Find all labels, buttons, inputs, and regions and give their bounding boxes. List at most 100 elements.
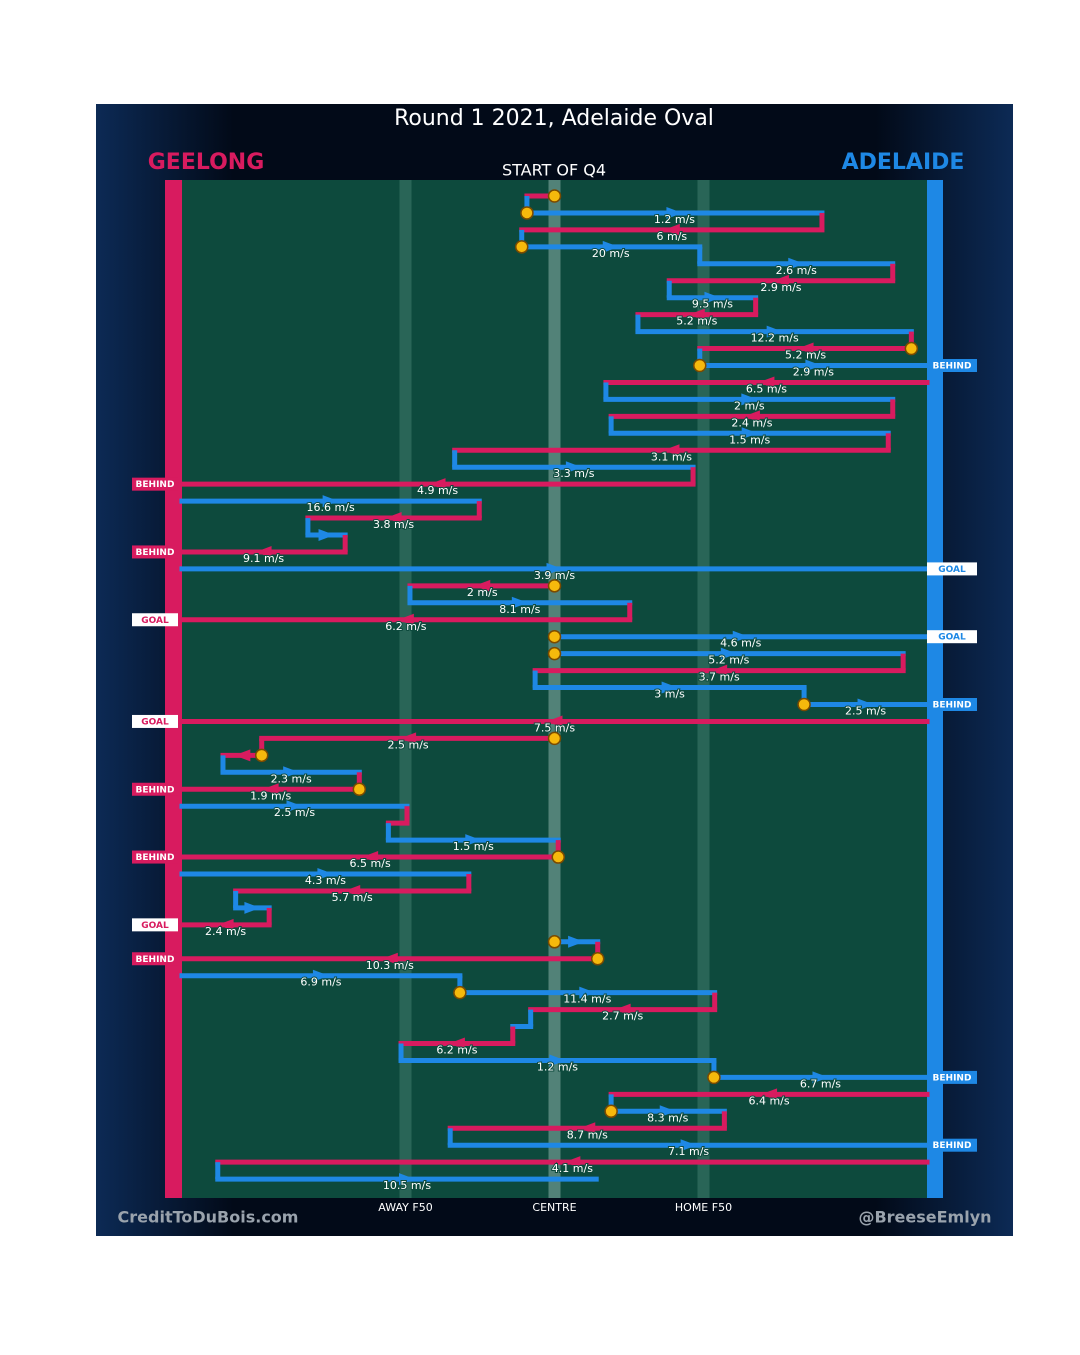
speed-label: 2.4 m/s [731,416,772,429]
speed-label: 4.3 m/s [305,874,346,887]
speed-label: 5.2 m/s [785,349,826,362]
outcome-box [132,918,178,932]
speed-label: 2.5 m/s [388,738,429,751]
stoppage [904,341,919,356]
outcome-box [927,359,977,372]
direction-arrow [448,1037,465,1050]
outcome-box [927,698,977,711]
direction-arrow [743,410,760,423]
speed-label: 2.5 m/s [845,705,886,718]
direction-arrow [234,749,251,762]
outcome-box [132,545,178,559]
outcome-label: BEHIND [136,853,175,863]
speed-label: 6 m/s [657,230,688,243]
direction-arrow [761,1088,778,1101]
direction-arrow [564,1156,581,1169]
direction-arrow [283,766,300,779]
direction-arrow [381,952,398,965]
direction-arrow [286,800,303,813]
speed-label: 6.9 m/s [300,976,341,989]
outcome-label: GOAL [141,921,169,931]
stoppage [547,579,562,593]
outcome-label: GOAL [141,616,169,626]
stoppage [547,731,562,746]
credit: CreditToDuBois.com [118,1208,299,1227]
outcome-box [927,630,977,644]
direction-arrow [398,1173,415,1186]
outcome-box [132,952,178,966]
field-line [399,180,412,1198]
speed-label: 3.1 m/s [651,450,692,463]
subtitle: START OF Q4 [502,161,606,180]
x-tick-label: AWAY F50 [378,1201,432,1214]
x-tick-label: HOME F50 [675,1201,732,1214]
speed-label: 5.2 m/s [708,654,749,667]
speed-label: 8.1 m/s [499,603,540,616]
stoppage [693,358,707,373]
direction-arrow [614,1003,631,1016]
speed-label: 3.3 m/s [553,467,594,480]
stoppage [547,629,562,644]
direction-arrow [579,986,596,999]
direction-arrow [812,1071,829,1084]
stoppage [604,1104,618,1119]
outcome-label: BEHIND [136,955,175,965]
speed-label: 1.2 m/s [537,1060,578,1073]
speed-label: 9.1 m/s [243,552,284,565]
speed-label: 1.5 m/s [729,433,770,446]
speed-label: 12.2 m/s [751,332,799,345]
speed-label: 10.5 m/s [383,1179,431,1192]
geelong-goal-line [165,180,182,1198]
stoppage [547,189,562,203]
outcome-box [927,1070,977,1084]
stoppage [707,1070,721,1085]
speed-label: 2.3 m/s [271,772,312,785]
direction-arrow [474,579,491,592]
direction-arrow [397,613,414,626]
speed-label: 2 m/s [467,586,498,599]
speed-label: 7.5 m/s [534,721,575,734]
speed-label: 1.9 m/s [250,789,291,802]
outcome-box [132,613,178,627]
direction-arrow [429,478,446,491]
speed-label: 2.9 m/s [760,281,801,294]
team-left: GEELONG [148,150,265,175]
outcome-box [132,477,178,491]
speed-label: 3 m/s [654,688,685,701]
outcome-label: BEHIND [933,1141,972,1151]
direction-arrow [661,681,678,694]
stoppage [590,952,605,966]
outcome-label: BEHIND [136,548,175,558]
outcome-box [132,850,178,864]
direction-arrow [400,732,417,745]
chart-title: Round 1 2021, Adelaide Oval [394,106,714,131]
direction-arrow [217,918,234,931]
outcome-label: GOAL [938,565,966,575]
direction-arrow [385,512,402,525]
x-tick-label: CENTRE [532,1201,576,1214]
stoppage [514,240,529,254]
direction-arrow [579,1122,596,1135]
speed-label: 6.4 m/s [748,1094,789,1107]
direction-arrow [758,376,775,389]
direction-arrow [711,664,728,677]
direction-arrow [688,308,705,321]
direction-arrow [322,495,339,508]
outcome-label: BEHIND [933,1073,972,1083]
outcome-label: GOAL [938,633,966,643]
direction-arrow [546,715,563,728]
speed-label: 16.6 m/s [307,501,355,514]
stoppage [797,697,811,712]
direction-arrow [663,223,680,236]
speed-label: 5.2 m/s [676,315,717,328]
stoppage [547,935,562,949]
speed-label: 3.8 m/s [373,518,414,531]
credit: @BreeseEmlyn [858,1208,991,1227]
direction-arrow [704,291,721,304]
direction-arrow [318,529,335,541]
direction-arrow [344,884,361,897]
speed-label: 2.9 m/s [793,366,834,379]
speed-label: 8.3 m/s [647,1111,688,1124]
stoppage [453,985,467,1000]
speed-label: 2.7 m/s [602,1010,643,1023]
